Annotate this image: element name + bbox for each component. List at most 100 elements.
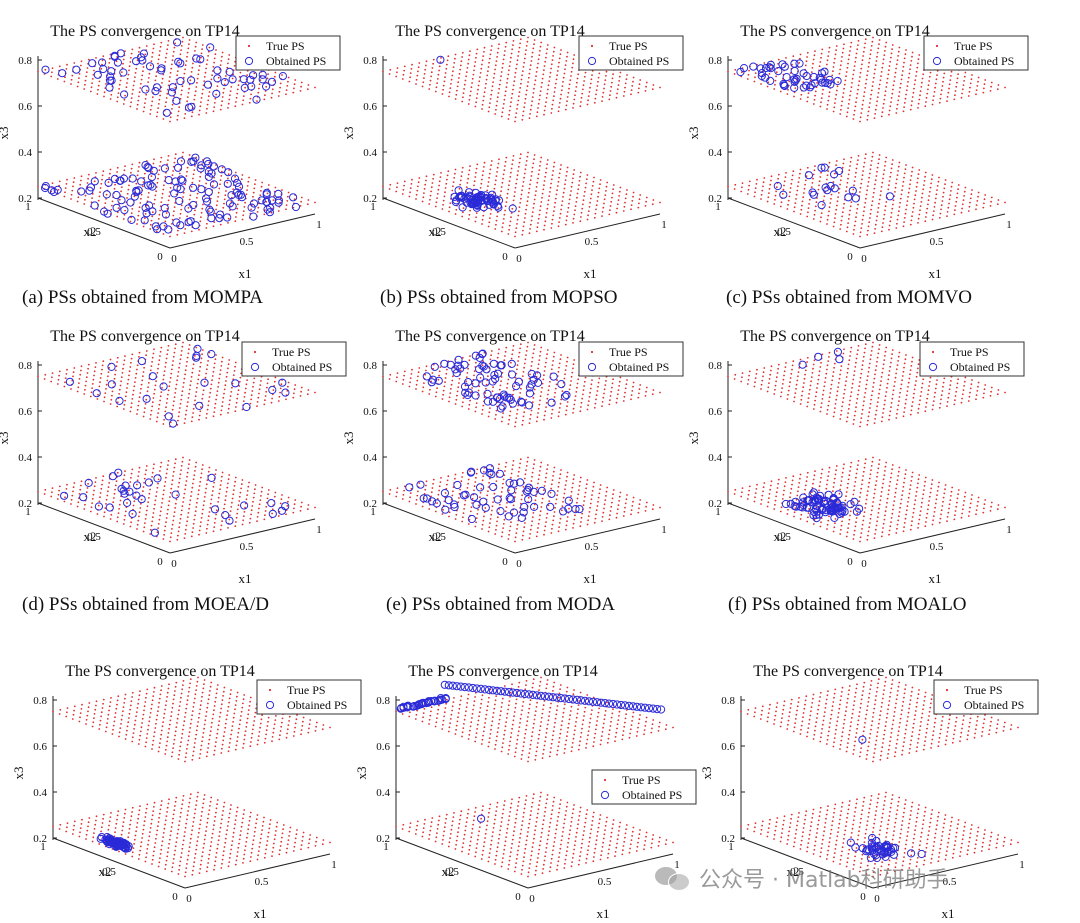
true-ps-point — [104, 392, 106, 394]
true-ps-point — [884, 165, 886, 167]
true-ps-point — [436, 201, 438, 203]
true-ps-point — [895, 112, 897, 114]
true-ps-point — [527, 85, 529, 87]
true-ps-point — [172, 170, 174, 172]
obtained-ps-point — [459, 204, 466, 211]
true-ps-point — [888, 229, 890, 231]
true-ps-point — [514, 76, 516, 78]
true-ps-point — [206, 413, 208, 415]
true-ps-point — [469, 359, 471, 361]
true-ps-point — [144, 522, 146, 524]
true-ps-point — [160, 395, 162, 397]
true-ps-point — [898, 95, 900, 97]
true-ps-point — [913, 88, 915, 90]
true-ps-point — [458, 497, 460, 499]
true-ps-point — [160, 351, 162, 353]
true-ps-point — [186, 480, 188, 482]
true-ps-point — [562, 390, 564, 392]
true-ps-point — [531, 525, 533, 527]
true-ps-point — [842, 52, 844, 54]
true-ps-point — [194, 515, 196, 517]
true-ps-point — [465, 80, 467, 82]
true-ps-point — [476, 53, 478, 55]
true-ps-point — [853, 69, 855, 71]
true-ps-point — [436, 391, 438, 393]
true-ps-point — [548, 389, 550, 391]
true-ps-point — [866, 194, 868, 196]
true-ps-point — [868, 181, 870, 183]
true-ps-point — [167, 509, 169, 511]
true-ps-point — [525, 164, 527, 166]
true-ps-point — [173, 210, 175, 212]
true-ps-point — [191, 182, 193, 184]
true-ps-point — [819, 61, 821, 63]
true-ps-point — [200, 362, 202, 364]
true-ps-point — [111, 205, 113, 207]
true-ps-point — [145, 474, 147, 476]
true-ps-point — [216, 394, 218, 396]
true-ps-point — [131, 473, 133, 475]
true-ps-point — [160, 466, 162, 468]
true-ps-point — [836, 90, 838, 92]
true-ps-point — [432, 483, 434, 485]
true-ps-point — [578, 489, 580, 491]
true-ps-point — [93, 375, 95, 377]
true-ps-point — [610, 201, 612, 203]
true-ps-point — [841, 175, 843, 177]
true-ps-point — [887, 189, 889, 191]
true-ps-point — [482, 170, 484, 172]
true-ps-point — [854, 61, 856, 63]
true-ps-point — [853, 184, 855, 186]
true-ps-point — [243, 400, 245, 402]
true-ps-point — [597, 196, 599, 198]
true-ps-point — [158, 59, 160, 61]
true-ps-point — [154, 504, 156, 506]
true-ps-point — [300, 510, 302, 512]
true-ps-point — [411, 183, 413, 185]
true-ps-point — [573, 408, 575, 410]
true-ps-point — [883, 103, 885, 105]
true-ps-point — [525, 469, 527, 471]
y-tick-label: 1 — [25, 506, 31, 518]
true-ps-point — [514, 236, 516, 238]
true-ps-point — [502, 483, 504, 485]
true-ps-point — [624, 511, 626, 513]
true-ps-point — [132, 89, 134, 91]
true-ps-point — [938, 177, 940, 179]
true-ps-point — [171, 484, 173, 486]
true-ps-point — [515, 227, 517, 229]
true-ps-point — [505, 462, 507, 464]
true-ps-point — [841, 220, 843, 222]
true-ps-point — [95, 477, 97, 479]
true-ps-point — [455, 514, 457, 516]
true-ps-point — [872, 156, 874, 158]
true-ps-point — [846, 71, 848, 73]
true-ps-point — [915, 190, 917, 192]
true-ps-point — [251, 394, 253, 396]
true-ps-point — [260, 495, 262, 497]
true-ps-point — [579, 180, 581, 182]
true-ps-point — [164, 370, 166, 372]
true-ps-point — [175, 458, 177, 460]
true-ps-point — [457, 386, 459, 388]
true-ps-point — [515, 492, 517, 494]
x-tick-label: 1 — [1006, 219, 1012, 231]
true-ps-point — [155, 190, 157, 192]
true-ps-point — [869, 58, 871, 60]
true-ps-point — [114, 188, 116, 190]
true-ps-point — [837, 85, 839, 87]
true-ps-point — [225, 75, 227, 77]
true-ps-point — [120, 500, 122, 502]
true-ps-point — [266, 387, 268, 389]
true-ps-point — [947, 211, 949, 213]
true-ps-point — [531, 215, 533, 217]
true-ps-point — [577, 188, 579, 190]
true-ps-point — [259, 194, 261, 196]
true-ps-point — [451, 384, 453, 386]
true-ps-point — [218, 378, 220, 380]
true-ps-point — [99, 196, 101, 198]
true-ps-point — [866, 189, 868, 191]
true-ps-point — [878, 203, 880, 205]
true-ps-point — [517, 174, 519, 176]
z-tick-label: 0.6 — [708, 101, 722, 113]
